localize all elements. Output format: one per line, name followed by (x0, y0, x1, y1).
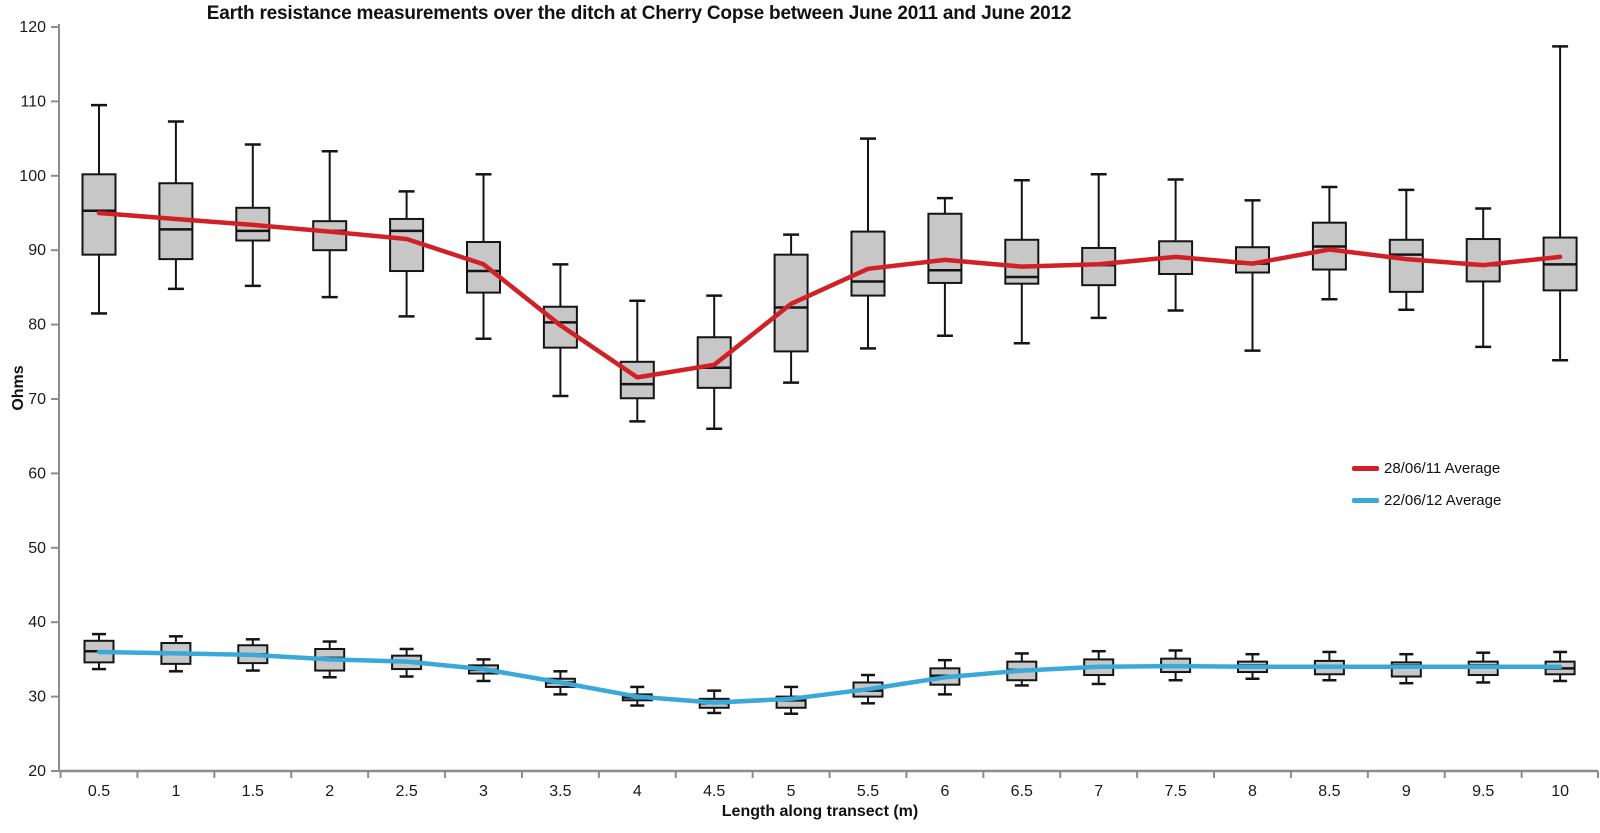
box-whisker-280611-x9 (1388, 188, 1424, 311)
legend-label-2012: 22/06/12 Average (1384, 492, 1502, 509)
box-whisker-280611-x5 (773, 233, 809, 384)
box-whisker-280611-x3 (466, 173, 501, 340)
x-axis-tick-label: 4 (633, 783, 642, 800)
y-axis-tick-label: 110 (20, 93, 46, 110)
legend-swatch-blue-line (1352, 498, 1379, 503)
x-axis-tick-label: 8.5 (1318, 783, 1340, 800)
legend-item-2012: 22/06/12 Average (1352, 492, 1501, 509)
x-axis-tick-label: 10 (1551, 783, 1569, 800)
chart-title: Earth resistance measurements over the d… (206, 3, 1072, 24)
box-whisker-280611-x6.5 (1004, 179, 1040, 345)
box-whisker-280611-x2 (312, 149, 348, 299)
x-axis-tick-label: 8 (1248, 783, 1257, 800)
x-axis-tick-label: 9.5 (1472, 783, 1494, 800)
y-axis-tick-label: 90 (28, 242, 46, 259)
y-axis-tick-label: 100 (19, 168, 46, 185)
y-axis-tick-label: 60 (28, 465, 46, 482)
x-axis-tick-label: 7.5 (1164, 783, 1186, 800)
box-whisker-280611-x4 (619, 299, 655, 423)
box-whisker-280611-x1.5 (235, 143, 271, 288)
box-whisker-280611-x8 (1235, 199, 1270, 352)
x-axis-tick-label: 6 (940, 783, 949, 800)
box-whisker-280611-x3.5 (542, 263, 578, 398)
y-axis-tick-label: 70 (28, 391, 46, 408)
box-whisker-280611-x0.5 (81, 103, 117, 315)
legend-label-2011: 28/06/11 Average (1384, 460, 1501, 477)
box-whisker-280611-x2.5 (389, 190, 425, 318)
box-whisker-280611-x6 (927, 196, 963, 338)
box-whisker-280611-x7.5 (1158, 178, 1194, 312)
y-axis-tick-label: 20 (28, 763, 46, 780)
x-axis-tick-label: 2.5 (395, 783, 417, 800)
x-axis-tick-label: 3 (479, 783, 488, 800)
x-axis-tick-label: 2 (325, 783, 334, 800)
box-whisker-280611-x8.5 (1311, 185, 1347, 301)
y-axis-tick-label: 120 (19, 19, 46, 36)
average-line-2011 (96, 210, 1563, 380)
x-axis-tick-label: 5 (787, 783, 796, 800)
x-axis-tick-label: 3.5 (549, 783, 571, 800)
x-axis-tick-label: 0.5 (88, 783, 110, 800)
x-axis-tick-label: 9 (1402, 783, 1411, 800)
x-axis-title: Length along transect (m) (721, 803, 919, 820)
box-whisker-280611-x1 (158, 120, 194, 291)
legend-swatch-red-line (1352, 466, 1379, 471)
x-axis-tick-label: 4.5 (703, 783, 725, 800)
box-whisker-280611-x7 (1081, 173, 1117, 320)
x-axis-tick-label: 7 (1094, 783, 1103, 800)
y-axis-tick-label: 30 (28, 689, 46, 706)
x-axis-tick-label: 6.5 (1011, 783, 1033, 800)
y-axis-tick-label: 40 (28, 614, 46, 631)
y-axis-tick-label: 80 (28, 317, 46, 334)
y-axis-tick-label: 50 (28, 540, 46, 557)
box-whisker-280611-x5.5 (850, 137, 886, 350)
x-axis-tick-label: 1 (171, 783, 180, 800)
average-line-2012 (96, 649, 1563, 705)
box-whisker-280611-x9.5 (1465, 207, 1501, 349)
x-axis-tick-label: 1.5 (242, 783, 264, 800)
box-whisker-280611-x10 (1542, 45, 1578, 362)
x-axis-tick-label: 5.5 (857, 783, 879, 800)
legend-item-2011: 28/06/11 Average (1352, 460, 1500, 477)
